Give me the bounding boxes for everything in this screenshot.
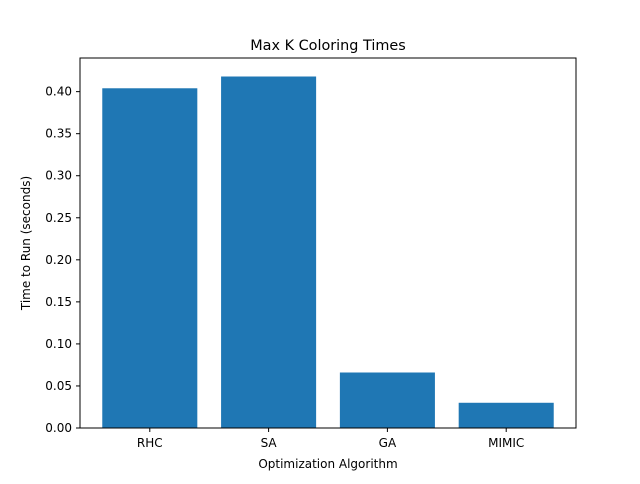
x-tick-label-ga: GA	[379, 436, 397, 450]
x-axis-label: Optimization Algorithm	[258, 457, 397, 471]
y-tick-label: 0.05	[45, 379, 72, 393]
y-axis-label: Time to Run (seconds)	[19, 176, 33, 311]
bar-mimic	[458, 402, 554, 428]
x-axis: RHC SA GA MIMIC	[137, 428, 524, 450]
plot-frame	[79, 57, 577, 429]
bar-sa	[221, 76, 317, 428]
y-tick-label: 0.00	[45, 421, 72, 435]
bar-rhc	[102, 88, 198, 428]
x-tick-label-sa: SA	[261, 436, 278, 450]
y-tick-label: 0.40	[45, 85, 72, 99]
x-tick-label-mimic: MIMIC	[488, 436, 524, 450]
y-tick-label: 0.20	[45, 253, 72, 267]
x-tick-label-rhc: RHC	[137, 436, 163, 450]
y-axis: 0.00 0.05 0.10 0.15 0.20 0.25 0.30 0.35 0.40	[45, 85, 80, 435]
y-tick-label: 0.10	[45, 337, 72, 351]
chart-title: Max K Coloring Times	[250, 38, 405, 54]
y-tick-label: 0.35	[45, 127, 72, 141]
bar-ga	[339, 372, 435, 428]
bars-layer	[102, 76, 554, 428]
y-tick-label: 0.25	[45, 211, 72, 225]
y-tick-label: 0.30	[45, 169, 72, 183]
y-tick-label: 0.15	[45, 295, 72, 309]
